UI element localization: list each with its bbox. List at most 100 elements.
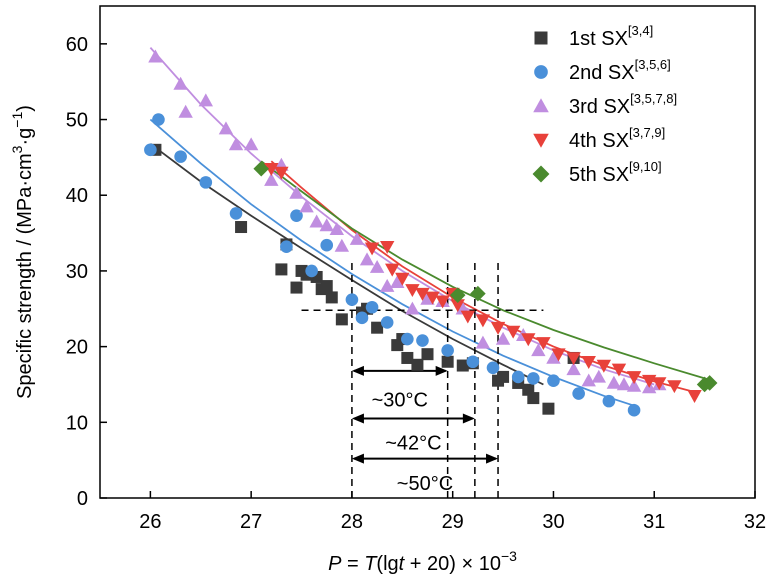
data-point — [371, 321, 384, 334]
data-point — [264, 162, 279, 176]
x-tick-label: 28 — [341, 511, 363, 533]
data-point — [305, 264, 318, 278]
data-point — [401, 351, 414, 364]
data-point — [379, 278, 395, 292]
data-point — [687, 390, 702, 404]
data-point — [359, 252, 375, 266]
data-point — [405, 284, 420, 298]
legend-label: 1st SX[3,4] — [569, 23, 653, 50]
x-axis-title: P = T(lgt + 20) × 10−3 — [328, 548, 517, 575]
data-point — [290, 209, 303, 222]
data-point — [264, 172, 279, 186]
data-point — [334, 238, 350, 252]
x-tick-label: 32 — [744, 511, 766, 533]
data-point — [566, 362, 581, 376]
legend-label: 4th SX[3,7,9] — [569, 125, 665, 152]
arrow-head-right — [435, 365, 448, 376]
data-point — [152, 113, 165, 126]
data-point — [505, 325, 521, 339]
data-point — [606, 375, 622, 389]
data-point — [470, 285, 486, 302]
fit-curve-series-2 — [149, 118, 635, 407]
data-point — [466, 355, 480, 369]
y-tick-label: 50 — [66, 110, 88, 132]
data-point — [497, 370, 510, 383]
plot-area: 26 27 28 29 30 31 32 0 10 20 30 40 50 60 P = T(lgt + 2… — [9, 5, 766, 575]
data-point — [320, 280, 333, 293]
fit-curve-series-4 — [270, 160, 695, 393]
data-point — [229, 207, 243, 220]
arrow-head-left — [351, 365, 364, 376]
data-point — [527, 372, 540, 385]
data-point — [218, 121, 234, 135]
data-point — [546, 350, 561, 364]
data-point — [309, 214, 324, 228]
data-point — [415, 287, 430, 301]
x-tick-label: 30 — [542, 511, 564, 533]
series-3-points — [148, 49, 667, 394]
legend-marker — [534, 31, 548, 45]
data-point — [289, 185, 304, 199]
data-point — [199, 176, 213, 189]
x-tick-label: 31 — [643, 511, 665, 533]
data-point — [365, 300, 379, 314]
data-point — [275, 263, 288, 276]
legend: 1st SX[3,4] 2nd SX[3,5,6] 3rd SX[3,5,7,8] 4… — [532, 23, 677, 186]
series-4-points — [264, 162, 702, 404]
data-point — [425, 291, 440, 305]
data-point — [390, 275, 405, 289]
data-point — [701, 375, 718, 391]
data-point — [450, 299, 465, 313]
delta-label: ~30°C — [372, 390, 428, 412]
data-point — [511, 370, 525, 384]
data-point — [345, 293, 359, 306]
data-point — [299, 199, 314, 213]
legend-label: 5th SX[9,10] — [569, 159, 662, 186]
arrow-head-left — [351, 453, 364, 464]
data-point — [319, 218, 334, 232]
data-point — [495, 331, 511, 345]
data-point — [385, 263, 400, 277]
data-point — [401, 332, 414, 346]
data-point — [320, 238, 334, 252]
data-point — [627, 403, 641, 417]
data-point — [441, 355, 454, 368]
legend-marker — [533, 98, 549, 113]
data-point — [456, 359, 469, 372]
series-5-points — [253, 160, 718, 393]
data-point — [173, 76, 188, 90]
data-point — [475, 314, 491, 328]
data-point — [369, 259, 385, 273]
y-tick-label: 10 — [66, 412, 88, 434]
data-point — [667, 380, 682, 394]
data-point — [178, 104, 193, 118]
data-point — [572, 387, 585, 400]
delta-label: ~50°C — [397, 473, 453, 495]
y-tick-label: 0 — [77, 488, 88, 510]
data-point — [174, 150, 187, 163]
data-point — [566, 352, 581, 366]
data-point — [329, 222, 345, 236]
data-point — [349, 231, 365, 245]
data-point — [542, 402, 555, 415]
data-point — [551, 348, 566, 362]
data-point — [616, 377, 632, 391]
data-point — [441, 344, 454, 357]
data-point — [536, 337, 551, 351]
data-point — [243, 137, 259, 151]
legend-marker — [532, 165, 550, 183]
y-tick-label: 30 — [66, 261, 88, 283]
series-2-points — [144, 113, 641, 417]
data-point — [626, 378, 642, 392]
y-tick-label: 40 — [66, 185, 88, 207]
data-point — [652, 377, 667, 391]
arrow-head-right — [462, 413, 475, 424]
data-point — [416, 334, 429, 347]
data-point — [626, 371, 642, 385]
data-point — [602, 394, 616, 408]
data-point — [411, 358, 424, 371]
data-point — [198, 93, 214, 107]
legend-label: 2nd SX[3,5,6] — [569, 57, 671, 84]
data-point — [228, 137, 244, 151]
